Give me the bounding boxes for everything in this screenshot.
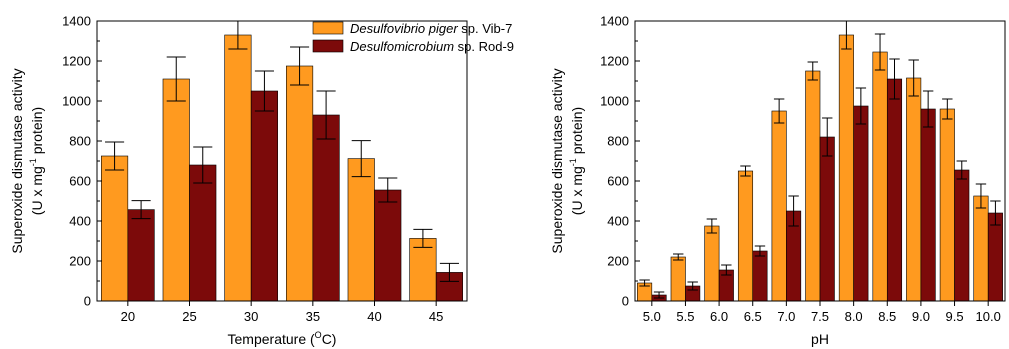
legend-label-series1-italic: Desulfovibrio piger xyxy=(350,21,458,36)
ph-chart-plot-frame xyxy=(634,20,1006,302)
ph-chart-bar-series1 xyxy=(704,225,720,302)
temperature-chart-ylabel-line2-b: protein) xyxy=(29,107,45,158)
ph-chart-bar-series1 xyxy=(805,70,821,302)
temperature-chart-xtick-label: 40 xyxy=(367,309,381,324)
legend: Desulfovibrio piger sp. Vib-7 Desulfomic… xyxy=(312,21,514,54)
temperature-chart-ytick-label: 1400 xyxy=(62,14,91,29)
ph-chart-xtick-label: 10.0 xyxy=(976,309,1001,324)
legend-label-series2-rest: sp. Rod-9 xyxy=(454,39,514,54)
legend-label-series2: Desulfomicrobium sp. Rod-9 xyxy=(350,39,514,54)
ph-chart-bar-series2 xyxy=(886,78,903,302)
ph-chart-ylabel-line2: (U x mg-1 protein) xyxy=(568,107,585,215)
ph-chart-xtick-label: 8.5 xyxy=(878,309,896,324)
temperature-chart-xtick-label: 25 xyxy=(182,309,196,324)
temperature-chart-bar-series1 xyxy=(286,65,314,302)
ph-chart-bar-series1 xyxy=(939,108,955,302)
temperature-chart-ylabel-line2-a: (U x mg xyxy=(29,166,45,215)
temperature-chart-bars xyxy=(101,20,463,302)
temperature-chart-ytick-label: 800 xyxy=(69,134,91,149)
temperature-chart-bar-series1 xyxy=(347,158,375,302)
temperature-chart-ytick-label: 0 xyxy=(84,294,91,309)
ph-chart-bar-series2 xyxy=(752,250,768,302)
temperature-chart-ylabel-line1: Superoxide dismutase activity xyxy=(9,68,25,253)
ph-chart-bar-series1 xyxy=(670,256,686,302)
ph-chart-xtick-label: 9.0 xyxy=(912,309,930,324)
ph-chart-ticks: 0 200 400 600 800 1000 1200 1400 5.0 5.5 6.0 6.5 7.0… xyxy=(600,14,1001,325)
legend-swatch-series1 xyxy=(312,21,344,35)
ph-chart-bar-series1 xyxy=(906,77,922,302)
ph-chart-bar-series2 xyxy=(853,105,869,302)
temperature-chart-xtick-label: 35 xyxy=(306,309,320,324)
ph-chart-bar-series2 xyxy=(920,108,936,302)
temperature-chart-bar-series2 xyxy=(312,114,340,302)
ph-chart-ytick-label: 200 xyxy=(607,254,629,269)
ph-chart-xtick-label: 7.0 xyxy=(777,309,795,324)
ph-chart-bar-series2 xyxy=(954,169,970,302)
temperature-chart-ytick-label: 200 xyxy=(69,254,91,269)
temperature-chart: 0 200 400 600 800 1000 1200 1400 20 25 30 35 40 45 Su… xyxy=(9,14,514,348)
ph-chart-bar-series2 xyxy=(819,136,835,302)
legend-label-series2-italic: Desulfomicrobium xyxy=(350,39,454,54)
ph-chart-ylabel-sup: -1 xyxy=(568,158,578,166)
ph-chart-ytick-label: 1000 xyxy=(600,94,629,109)
legend-label-series1: Desulfovibrio piger sp. Vib-7 xyxy=(350,21,512,36)
temperature-chart-plot-frame xyxy=(96,20,468,302)
temperature-chart-ylabel-sup: -1 xyxy=(28,158,38,166)
ph-chart-xtick-label: 6.5 xyxy=(744,309,762,324)
temperature-chart-bar-series1 xyxy=(101,155,129,302)
temperature-chart-bar-series2 xyxy=(250,90,278,302)
temperature-chart-xlabel: Temperature (OC) xyxy=(228,330,337,347)
ph-chart-bar-series1 xyxy=(973,195,989,302)
ph-chart-bar-series2 xyxy=(987,212,1003,302)
temperature-chart-bar-series1 xyxy=(224,34,252,302)
temperature-chart-ytick-label: 1000 xyxy=(62,94,91,109)
temperature-chart-xlabel-main: Temperature ( xyxy=(228,331,315,347)
temperature-chart-ticks: 0 200 400 600 800 1000 1200 1400 20 25 30 35 40 45 xyxy=(62,14,443,325)
temperature-chart-xtick-label: 20 xyxy=(121,309,135,324)
ph-chart-bar-series1 xyxy=(771,110,787,302)
ph-chart-ytick-label: 1400 xyxy=(600,14,629,29)
temperature-chart-bar-series1 xyxy=(409,238,437,302)
ph-chart-ytick-label: 0 xyxy=(622,294,629,309)
ph-chart-ylabel-line2-b: protein) xyxy=(569,107,585,158)
temperature-chart-ytick-label: 1200 xyxy=(62,54,91,69)
ph-chart-xtick-label: 9.5 xyxy=(946,309,964,324)
ph-chart-bar-series1 xyxy=(838,34,854,302)
temperature-chart-bar-series1 xyxy=(162,78,190,302)
ph-chart-xtick-label: 8.0 xyxy=(845,309,863,324)
temperature-chart-bar-series2 xyxy=(189,164,217,302)
temperature-chart-bar-series2 xyxy=(374,189,402,302)
temperature-chart-xtick-label: 30 xyxy=(244,309,258,324)
legend-label-series1-rest: sp. Vib-7 xyxy=(458,21,513,36)
ph-chart-bars xyxy=(637,20,1003,302)
temperature-chart-ytick-label: 400 xyxy=(69,214,91,229)
ph-chart-ytick-label: 600 xyxy=(607,174,629,189)
ph-chart-ylabel-line2-a: (U x mg xyxy=(569,166,585,215)
temperature-chart-xtick-label: 45 xyxy=(429,309,443,324)
temperature-chart-bar-series2 xyxy=(127,209,155,302)
temperature-chart-xlabel-end: C) xyxy=(322,331,337,347)
ph-chart-xlabel: pH xyxy=(811,331,829,347)
temperature-chart-xlabel-sup: O xyxy=(315,330,322,340)
temperature-chart-ylabel-line2: (U x mg-1 protein) xyxy=(28,107,45,215)
legend-swatch-series2 xyxy=(312,39,344,53)
ph-chart-xtick-label: 5.5 xyxy=(676,309,694,324)
ph-chart-bar-series1 xyxy=(872,51,888,302)
ph-chart-bar-series1 xyxy=(737,170,754,302)
temperature-chart-ytick-label: 600 xyxy=(69,174,91,189)
ph-chart-ytick-label: 800 xyxy=(607,134,629,149)
ph-chart-ylabel-line1: Superoxide dismutase activity xyxy=(549,68,565,253)
ph-chart-ytick-label: 400 xyxy=(607,214,629,229)
ph-chart-xtick-label: 6.0 xyxy=(710,309,728,324)
ph-chart-xtick-label: 5.0 xyxy=(643,309,661,324)
ph-chart-ytick-label: 1200 xyxy=(600,54,629,69)
ph-chart: 0 200 400 600 800 1000 1200 1400 5.0 5.5 6.0 6.5 7.0… xyxy=(549,14,1006,347)
ph-chart-xtick-label: 7.5 xyxy=(811,309,829,324)
temperature-chart-bar-series2 xyxy=(435,272,463,302)
